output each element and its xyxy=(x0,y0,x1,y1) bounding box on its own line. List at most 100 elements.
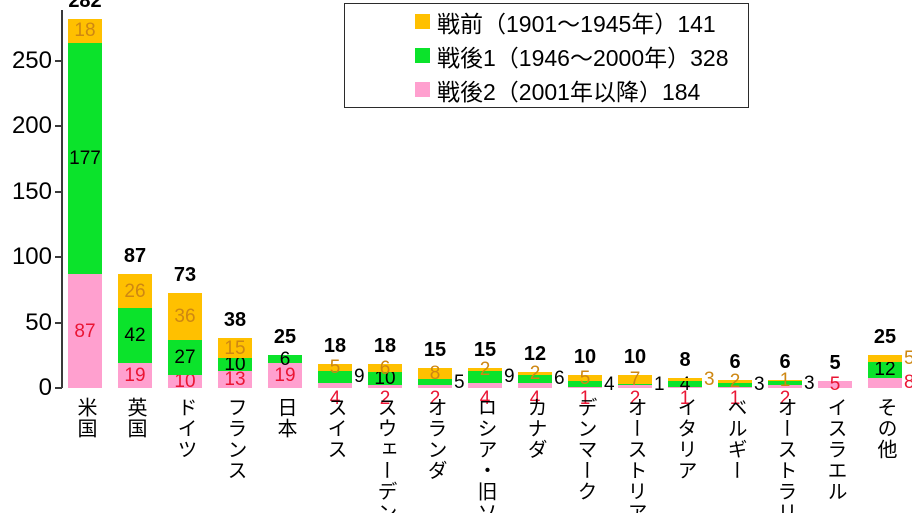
bar-segment-sengo1 xyxy=(618,384,652,386)
legend-swatch-senzen xyxy=(415,14,430,29)
bar-total-label: 18 xyxy=(373,335,397,358)
category-label: その他 xyxy=(874,397,896,460)
bar-segment-sengo1 xyxy=(168,339,202,375)
segment-value-label: 5 xyxy=(829,374,841,396)
bar-total-label: 87 xyxy=(123,245,147,268)
segment-value-label: 10 xyxy=(374,368,396,390)
y-tick-label: 100 xyxy=(11,243,52,271)
category-label: スイス xyxy=(324,397,346,460)
segment-value-label: 8 xyxy=(429,363,441,385)
bar-segment-senzen xyxy=(68,19,102,43)
bar-segment-sengo1 xyxy=(868,361,902,378)
bar-segment-sengo1 xyxy=(468,370,502,383)
segment-value-label: 3 xyxy=(754,374,765,396)
y-tick xyxy=(55,387,62,389)
segment-value-label: 9 xyxy=(354,366,365,388)
segment-value-label: 2 xyxy=(729,370,741,392)
y-tick-label: 50 xyxy=(25,308,52,336)
bar-segment-sengo1 xyxy=(668,381,702,387)
category-label: イスラエル xyxy=(824,397,846,502)
segment-value-label: 26 xyxy=(124,280,146,302)
bar-segment-sengo2 xyxy=(168,374,202,388)
category-label: 英国 xyxy=(124,397,146,439)
legend-label-senzen: 戦前（1901～1945年）141 xyxy=(437,10,716,37)
legend-item-senzen: 戦前（1901～1945年）141 xyxy=(345,5,748,39)
category-label: フランス xyxy=(224,397,246,481)
bar-segment-sengo2 xyxy=(718,386,752,388)
segment-value-label: 8 xyxy=(904,372,912,394)
bar-segment-sengo2 xyxy=(468,382,502,388)
bar-segment-sengo1 xyxy=(68,42,102,275)
bar-segment-sengo1 xyxy=(218,357,252,371)
y-tick-label: 0 xyxy=(38,374,52,401)
segment-value-label: 3 xyxy=(804,372,815,394)
legend-label-sengo1: 戦後1（1946～2000年）328 xyxy=(437,44,729,71)
bar-total-label: 25 xyxy=(873,326,897,349)
category-label: ベルギー xyxy=(724,397,746,481)
segment-value-label: 6 xyxy=(379,357,391,379)
segment-value-label: 2 xyxy=(779,388,791,409)
bar-segment-senzen xyxy=(518,372,552,375)
segment-value-label: 177 xyxy=(69,147,101,169)
segment-value-label: 5 xyxy=(329,357,341,379)
bar-segment-senzen xyxy=(118,274,152,309)
segment-value-label: 27 xyxy=(174,346,196,368)
bar-segment-sengo2 xyxy=(668,386,702,388)
bar-segment-sengo2 xyxy=(268,363,302,388)
legend: 戦前（1901～1945年）141 戦後1（1946～2000年）328 戦後2… xyxy=(344,3,749,108)
segment-value-label: 5 xyxy=(904,348,912,370)
bar-segment-senzen xyxy=(318,364,352,371)
bar-segment-senzen xyxy=(768,380,802,382)
segment-value-label: 13 xyxy=(224,368,246,390)
segment-value-label: 4 xyxy=(604,373,615,395)
segment-value-label: 87 xyxy=(74,320,96,342)
segment-value-label: 42 xyxy=(124,325,146,347)
bar-segment-sengo2 xyxy=(768,385,802,388)
bar-total-label: 18 xyxy=(323,335,347,358)
bar-total-label: 5 xyxy=(829,352,841,375)
segment-value-label: 4 xyxy=(479,388,491,409)
bar-total-label: 38 xyxy=(223,309,247,332)
legend-label-sengo2: 戦後2（2001年以降）184 xyxy=(437,78,701,105)
bar-segment-sengo2 xyxy=(218,370,252,388)
bar-total-label: 10 xyxy=(573,345,597,368)
segment-value-label: 1 xyxy=(654,374,665,396)
segment-value-label: 9 xyxy=(504,366,515,388)
legend-swatch-sengo2 xyxy=(415,82,430,97)
segment-value-label: 2 xyxy=(629,388,641,409)
bar-total-label: 10 xyxy=(623,345,647,368)
segment-value-label: 1 xyxy=(779,370,791,392)
bar-segment-senzen xyxy=(868,355,902,362)
segment-value-label: 5 xyxy=(579,367,591,389)
bar-segment-senzen xyxy=(568,374,602,382)
segment-value-label: 18 xyxy=(74,20,96,42)
y-tick xyxy=(55,125,62,128)
y-tick-label: 250 xyxy=(11,47,52,74)
bar-total-label: 12 xyxy=(523,343,547,366)
segment-value-label: 1 xyxy=(679,388,691,409)
bar-total-label: 15 xyxy=(473,339,497,362)
segment-value-label: 4 xyxy=(529,388,541,409)
bar-segment-sengo1 xyxy=(768,381,802,386)
segment-value-label: 2 xyxy=(529,363,541,385)
bar-total-label: 6 xyxy=(729,351,741,374)
segment-value-label: 2 xyxy=(429,388,441,409)
bar-segment-senzen xyxy=(468,368,502,371)
category-label: デンマーク xyxy=(574,397,596,502)
legend-item-sengo1: 戦後1（1946～2000年）328 xyxy=(345,39,748,73)
bar-segment-sengo1 xyxy=(368,372,402,386)
y-axis-line xyxy=(61,10,63,388)
category-label: 日本 xyxy=(274,397,296,439)
segment-value-label: 15 xyxy=(224,337,246,359)
y-tick xyxy=(55,60,62,62)
segment-value-label: 10 xyxy=(224,353,246,375)
bar-segment-sengo1 xyxy=(118,308,152,364)
bar-total-label: 25 xyxy=(273,326,297,349)
bar-segment-sengo2 xyxy=(618,385,652,388)
bar-segment-sengo2 xyxy=(68,274,102,388)
bar-segment-senzen xyxy=(618,374,652,385)
segment-value-label: 3 xyxy=(704,368,715,390)
segment-value-label: 10 xyxy=(174,370,196,392)
segment-value-label: 1 xyxy=(579,388,591,409)
